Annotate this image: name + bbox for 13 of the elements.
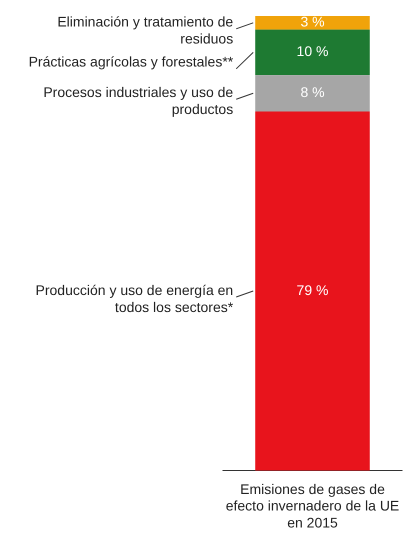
series-label: Eliminación y tratamiento de residuos (57, 14, 234, 47)
series-label: Producción y uso de energía en todos los sectores* (36, 282, 234, 315)
bar (255, 75, 370, 112)
bar (255, 16, 370, 30)
bar (255, 30, 370, 76)
series-label: Prácticas agrícolas y forestales** (28, 54, 234, 70)
data-label: 10 % (296, 43, 328, 60)
data-label: 8 % (300, 84, 325, 100)
data-label: 3 % (300, 14, 325, 30)
bar (255, 111, 370, 471)
x-tick-label: Emisiones de gases de efecto invernadero de la UE en 2015 (226, 480, 400, 530)
data-label: 79 % (296, 282, 328, 298)
series-label: Procesos industriales y uso de productos (43, 84, 234, 118)
